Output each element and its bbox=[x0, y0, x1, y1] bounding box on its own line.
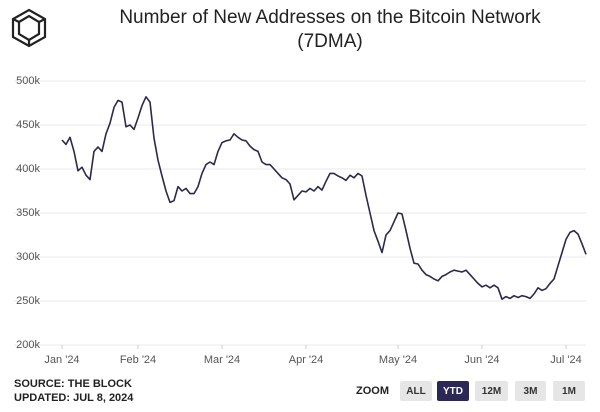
chart-subtitle: (7DMA) bbox=[297, 31, 362, 52]
zoom-button-label: YTD bbox=[443, 386, 463, 397]
x-tick-label: Mar '24 bbox=[204, 354, 240, 366]
zoom-label: ZOOM bbox=[356, 385, 389, 397]
x-tick-label: Jan '24 bbox=[44, 354, 79, 366]
zoom-button-bg bbox=[437, 381, 469, 401]
x-tick-label: Feb '24 bbox=[120, 354, 156, 366]
zoom-button[interactable]: ALL bbox=[400, 381, 432, 401]
x-tick-label: May '24 bbox=[379, 354, 417, 366]
zoom-button-label: 3M bbox=[524, 386, 538, 397]
x-tick-label: Jun '24 bbox=[464, 354, 499, 366]
chart-title: Number of New Addresses on the Bitcoin N… bbox=[119, 7, 541, 28]
zoom-button-label: ALL bbox=[406, 386, 425, 397]
zoom-button-label: 12M bbox=[482, 386, 501, 397]
x-tick-label: Jul '24 bbox=[550, 354, 581, 366]
zoom-button-bg bbox=[553, 381, 585, 401]
y-tick-label: 250k bbox=[16, 295, 40, 307]
y-tick-label: 200k bbox=[16, 339, 40, 351]
y-tick-label: 450k bbox=[16, 119, 40, 131]
zoom-button[interactable]: 12M bbox=[475, 381, 508, 401]
zoom-button[interactable]: 1M bbox=[553, 381, 585, 401]
x-tick-label: Apr '24 bbox=[289, 354, 324, 366]
zoom-button[interactable]: 3M bbox=[515, 381, 546, 401]
source: SOURCE: THE BLOCK bbox=[14, 378, 132, 390]
y-tick-label: 350k bbox=[16, 207, 40, 219]
logo bbox=[11, 8, 47, 48]
zoom-button-bg bbox=[400, 381, 432, 401]
zoom-button-bg bbox=[475, 381, 508, 401]
y-tick-label: 400k bbox=[16, 163, 40, 175]
zoom-button-label: 1M bbox=[562, 386, 576, 397]
y-tick-label: 300k bbox=[16, 251, 40, 263]
zoom-button[interactable]: YTD bbox=[437, 381, 469, 401]
series-line bbox=[61, 96, 587, 300]
zoom-button-bg bbox=[515, 381, 546, 401]
updated: UPDATED: JUL 8, 2024 bbox=[14, 392, 134, 404]
y-tick-label: 500k bbox=[16, 75, 40, 87]
